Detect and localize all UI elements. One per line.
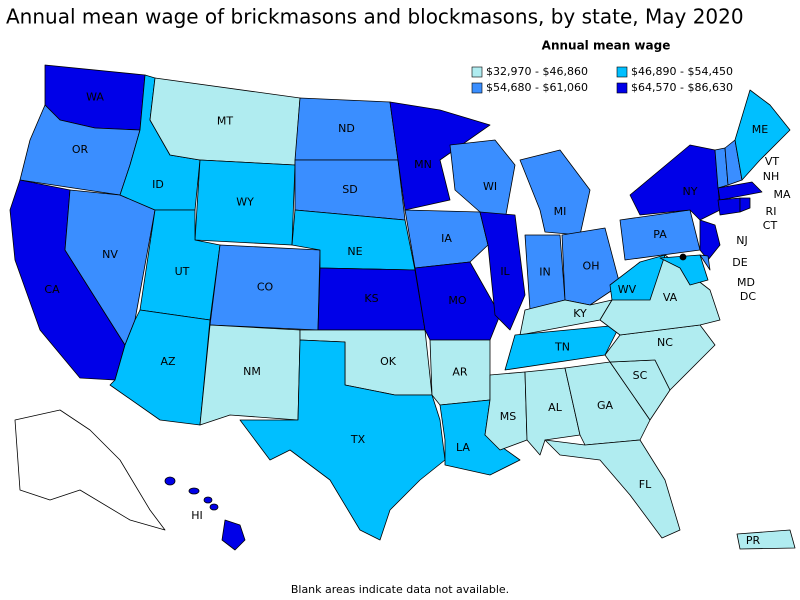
state-label: ID [152,178,164,191]
title: Annual mean wage of brickmasons and bloc… [6,5,744,29]
state [717,197,741,216]
state [629,144,721,221]
state-label: CO [257,281,274,294]
state [239,339,446,541]
state-label: DE [732,256,747,269]
state-label: LA [456,441,470,454]
state-label: MO [448,294,466,307]
state [479,211,526,331]
legend-swatch [616,82,628,94]
state-label: NJ [736,234,747,247]
island [188,487,200,495]
state-label: SD [342,183,357,196]
state-label: ME [752,123,768,136]
state-label: IN [539,266,550,279]
state [221,519,246,551]
state-label: VA [663,291,678,304]
legend-label: $64,570 - $86,630 [631,81,733,94]
legend-title: Annual mean wage [542,39,671,53]
state [739,197,751,213]
state-label: WV [618,283,637,296]
state-label: MA [773,188,790,201]
state-label: RI [766,205,777,218]
state-label: WA [86,91,104,104]
state-label: GA [597,399,614,412]
island [203,496,213,504]
state-label: HI [191,509,203,522]
legend-swatch [471,66,483,78]
state-label: IA [441,232,452,245]
legend-swatch [471,82,483,94]
legend-label: $32,970 - $46,860 [486,65,588,78]
legend-swatch [616,66,628,78]
state-label: MD [737,276,755,289]
state-label: SC [633,369,648,382]
state [734,89,791,181]
state [389,101,491,211]
legend-label: $46,890 - $54,450 [631,65,733,78]
state-label: OK [380,355,397,368]
state [609,254,666,301]
state [679,253,687,261]
state-label: WI [483,180,497,193]
state-label: MN [414,158,432,171]
state-label: NH [763,170,780,183]
state [736,529,796,550]
state-label: CA [44,283,60,296]
state-label: TN [554,341,570,354]
state-label: NY [683,185,698,198]
state-label: PA [653,228,667,241]
state-label: NE [347,245,362,258]
island [164,476,176,486]
state [404,209,489,269]
island [209,503,219,511]
state-label: FL [639,478,652,491]
state-label: OR [72,143,89,156]
state-label: MT [217,115,233,128]
state-label: NM [243,365,261,378]
state-label: KY [573,307,587,320]
state-label: OH [583,260,600,273]
state [659,254,709,286]
state-label: TX [350,433,366,446]
state [544,439,681,539]
state-label: NC [657,336,673,349]
state-no-data [14,409,166,531]
state-label: AZ [160,355,176,368]
state-label: WY [236,196,254,209]
state-label: IL [500,265,510,278]
legend-label: $54,680 - $61,060 [486,81,588,94]
state-label: CT [763,219,778,232]
state [699,254,711,271]
state [717,181,763,201]
state-label: KS [364,292,378,305]
state-label: AR [452,366,468,379]
state-label: MI [554,205,567,218]
state-label: AL [548,401,563,414]
state-label: DC [740,290,756,303]
state-label: MS [500,410,516,423]
state [561,227,621,306]
state-label: UT [175,265,190,278]
state [519,149,591,236]
state-label: PR [746,534,761,547]
footnote: Blank areas indicate data not available. [291,583,509,596]
state-label: NV [102,248,118,261]
state [699,219,721,261]
state-label: ND [338,122,355,135]
state-label: VT [765,155,780,168]
